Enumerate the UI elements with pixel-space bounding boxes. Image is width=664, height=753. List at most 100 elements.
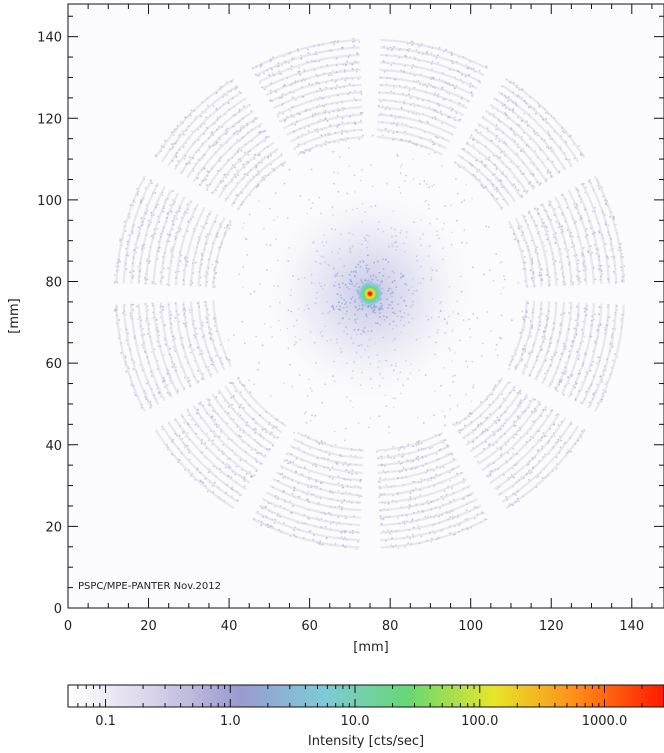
shell-count-dot [337, 482, 340, 485]
shell-count-dot [279, 473, 282, 476]
shell-count-dot [531, 311, 534, 314]
shell-count-dot [425, 463, 428, 465]
shell-count-dot [238, 140, 241, 143]
scatter-count-dot [399, 192, 402, 195]
shell-count-dot [461, 148, 464, 151]
shell-count-dot [325, 143, 327, 146]
shell-count-dot [298, 447, 301, 449]
shell-count-dot [419, 489, 422, 492]
shell-count-dot [232, 407, 235, 410]
shell-count-dot [537, 400, 540, 403]
shell-count-dot [241, 192, 244, 195]
shell-count-dot [219, 223, 222, 226]
shell-count-dot [397, 492, 400, 495]
scatter-count-dot [389, 304, 392, 306]
scatter-count-dot [333, 308, 335, 311]
scatter-count-dot [349, 247, 351, 250]
scatter-count-dot [365, 234, 368, 237]
shell-count-dot [313, 463, 315, 466]
shell-count-dot [541, 348, 543, 351]
shell-count-dot [311, 113, 314, 116]
shell-count-dot [378, 496, 381, 498]
shell-count-dot [387, 529, 389, 531]
shell-count-dot [349, 115, 352, 117]
shell-count-dot [401, 462, 404, 465]
scatter-count-dot [369, 164, 372, 166]
scatter-count-dot [465, 360, 468, 363]
shell-count-dot [533, 185, 536, 188]
shell-count-dot [491, 393, 494, 396]
shell-count-dot [254, 432, 257, 434]
scatter-count-dot [405, 174, 407, 177]
shell-arc [204, 217, 226, 287]
scatter-count-dot [314, 414, 317, 417]
shell-count-dot [527, 302, 529, 305]
shell-arc [378, 91, 464, 117]
scatter-count-dot [278, 301, 281, 304]
shell-count-dot [245, 184, 248, 187]
scatter-count-dot [356, 309, 359, 311]
shell-count-dot [442, 466, 445, 469]
shell-count-dot [339, 455, 341, 457]
shell-count-dot [203, 335, 206, 337]
shell-count-dot [536, 252, 539, 255]
scatter-count-dot [371, 134, 374, 137]
scatter-count-dot [345, 326, 347, 329]
shell-count-dot [544, 335, 546, 338]
shell-count-dot [253, 439, 256, 441]
scatter-count-dot [427, 203, 430, 206]
scatter-count-dot [340, 351, 343, 353]
scatter-count-dot [276, 259, 279, 262]
shell-count-dot [502, 397, 505, 400]
shell-count-dot [331, 491, 333, 493]
scatter-count-dot [361, 168, 363, 171]
shell-count-dot [182, 346, 185, 349]
shell-count-dot [386, 106, 389, 108]
scatter-count-dot [419, 183, 421, 185]
shell-count-dot [345, 469, 348, 471]
shell-count-dot [556, 278, 559, 281]
shell-count-dot [166, 240, 168, 243]
shell-count-dot [560, 324, 563, 327]
shell-arc [376, 128, 447, 150]
scatter-count-dot [452, 380, 455, 383]
shell-count-dot [500, 446, 502, 449]
shell-count-dot [433, 477, 436, 479]
scatter-count-dot [450, 243, 453, 246]
shell-count-dot [357, 540, 359, 543]
scatter-count-dot [522, 268, 524, 271]
scatter-count-dot [320, 330, 323, 333]
shell-count-dot [318, 96, 321, 98]
shell-count-dot [452, 423, 455, 426]
scatter-count-dot [416, 259, 419, 262]
scatter-count-dot [446, 322, 448, 325]
scatter-count-dot [413, 290, 416, 292]
scatter-count-dot [313, 341, 316, 344]
shell-count-dot [568, 350, 571, 352]
scatter-count-dot [306, 395, 309, 397]
shell-count-dot [247, 161, 250, 164]
shell-count-dot [533, 285, 536, 287]
shell-count-dot [427, 514, 430, 517]
scatter-count-dot [457, 312, 460, 315]
shell-count-dot [236, 169, 239, 172]
scatter-count-dot [387, 289, 390, 292]
scatter-count-dot [354, 313, 356, 316]
shell-count-dot [463, 148, 465, 151]
shell-count-dot [503, 422, 506, 425]
shell-count-dot [184, 309, 187, 312]
shell-count-dot [238, 435, 241, 437]
shell-count-dot [495, 168, 498, 170]
shell-count-dot [561, 272, 564, 275]
shell-arc [236, 377, 287, 428]
shell-count-dot [514, 424, 517, 427]
shell-count-dot [580, 381, 583, 384]
scatter-count-dot [403, 242, 405, 245]
shell-arc [212, 300, 233, 367]
scatter-count-dot [320, 285, 323, 288]
shell-count-dot [511, 358, 514, 361]
shell-count-dot [189, 284, 192, 286]
scatter-count-dot [382, 336, 385, 339]
scatter-count-dot [503, 278, 506, 281]
shell-count-dot [263, 147, 266, 150]
